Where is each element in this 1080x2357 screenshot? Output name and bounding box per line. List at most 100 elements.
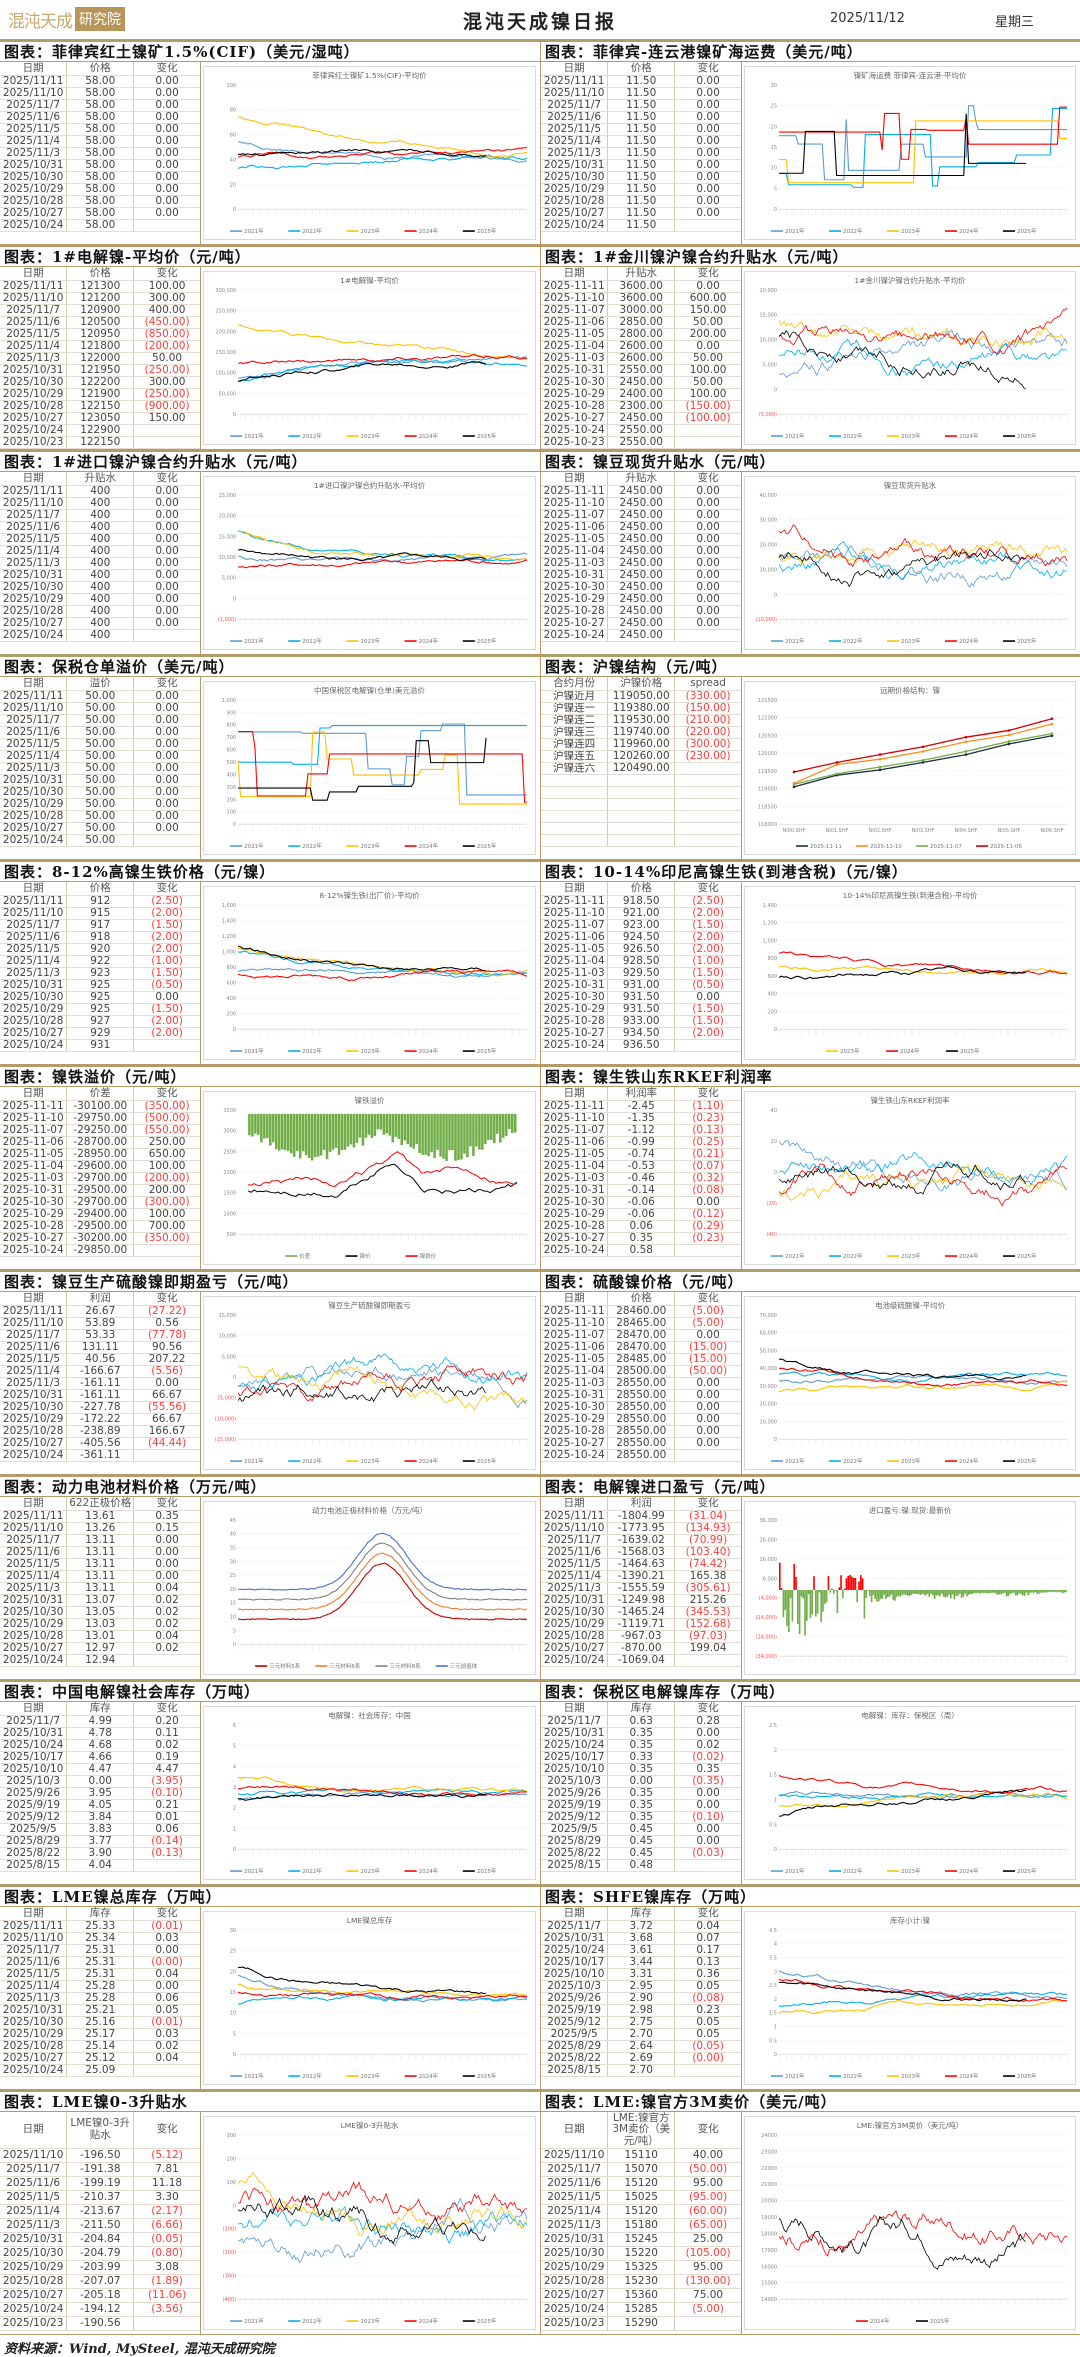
legend-label: 2021年 bbox=[244, 2317, 264, 2325]
legend-label: 2023年 bbox=[360, 1867, 380, 1875]
legend-label: 2024年 bbox=[419, 1047, 439, 1055]
date-cell: 2025-11-03 bbox=[541, 557, 609, 570]
y-tick-label: 1,000 bbox=[222, 950, 236, 956]
legend-label: 2025年 bbox=[1017, 432, 1037, 440]
profit-bar bbox=[971, 1589, 974, 1594]
change-cell: 200.00 bbox=[133, 1184, 200, 1197]
legend-label: 2025年 bbox=[477, 1457, 497, 1465]
profit-bar bbox=[1002, 1589, 1004, 1594]
table-row: 2025-11-07 3000.00 150.00 bbox=[541, 304, 741, 317]
change-cell: 0.00 bbox=[674, 111, 741, 124]
x-tick-label: NI01.SHF bbox=[826, 828, 849, 834]
premium-bar bbox=[406, 1113, 409, 1145]
date-cell: 2025-10-23 bbox=[541, 436, 609, 449]
date-cell bbox=[541, 834, 609, 847]
table-row: 2025/11/5 11.50 0.00 bbox=[541, 123, 741, 136]
change-cell: 600.00 bbox=[674, 292, 741, 305]
change-cell: (15.00) bbox=[674, 1353, 741, 1366]
data-table: 日期 价格 变化 2025/11/11 912 (2.50) 2025/11/10 915 (2… bbox=[0, 882, 201, 1064]
legend-label: 2024年 bbox=[419, 842, 439, 850]
value-cell: -205.18 bbox=[66, 2288, 135, 2303]
value-cell: 3600.00 bbox=[607, 292, 676, 305]
date-cell: 2025/8/22 bbox=[541, 1847, 609, 1860]
date-cell: 2025-11-03 bbox=[541, 1172, 609, 1185]
value-cell: 50.00 bbox=[66, 762, 135, 775]
value-cell: 58.00 bbox=[66, 171, 135, 184]
change-cell: (15.00) bbox=[674, 1341, 741, 1354]
change-cell: 75.00 bbox=[674, 2288, 741, 2303]
profit-bar bbox=[912, 1589, 914, 1594]
date-cell: 2025/11/6 bbox=[0, 111, 68, 124]
legend-label: 2025-11-11 bbox=[810, 844, 842, 850]
series-line-2025年 bbox=[237, 2194, 486, 2245]
change-cell: 0.00 bbox=[133, 1570, 200, 1583]
change-cell: 0.00 bbox=[133, 99, 200, 112]
y-tick-label: 10,000 bbox=[219, 555, 237, 561]
column-header: 变化 bbox=[133, 1087, 200, 1101]
value-cell: -1069.04 bbox=[607, 1654, 676, 1667]
column-header: 日期 bbox=[0, 882, 68, 896]
table-row: 2025/11/3 -161.11 0.00 bbox=[0, 1377, 200, 1390]
value-cell: 50.00 bbox=[66, 822, 135, 835]
profit-bar bbox=[1000, 1589, 1003, 1595]
profit-bar bbox=[838, 1587, 841, 1590]
date-cell: 2025-10-24 bbox=[541, 1244, 609, 1257]
profit-bar bbox=[969, 1589, 972, 1595]
chart-right-6: 镍生铁山东RKEF利润率 (40) (20) 0 20 40 2021年 2022年 2023年… bbox=[744, 1091, 1076, 1265]
value-cell: 400 bbox=[66, 533, 135, 546]
value-cell: -1773.95 bbox=[607, 1522, 676, 1535]
series-line-2023年 bbox=[778, 539, 1068, 564]
premium-bar bbox=[328, 1113, 332, 1152]
table-row: 2025/11/4 15120 (60.00) bbox=[541, 2204, 741, 2219]
series-line-2025年 bbox=[779, 113, 1027, 177]
profit-bar bbox=[1027, 1589, 1030, 1596]
change-cell: (0.02) bbox=[674, 1751, 741, 1764]
date-cell: 2025/11/11 bbox=[0, 895, 68, 908]
value-cell: 11.50 bbox=[607, 135, 676, 148]
premium-bar bbox=[340, 1113, 344, 1151]
legend-label: 2022年 bbox=[843, 1252, 863, 1260]
date-cell: 2025/10/31 bbox=[541, 1727, 609, 1740]
table-row: 2025-11-03 2450.00 0.00 bbox=[541, 557, 741, 570]
y-tick-label: (34,000) bbox=[756, 1654, 777, 1660]
profit-bar bbox=[798, 1589, 801, 1635]
change-cell: 0.05 bbox=[133, 2004, 200, 2017]
y-tick-label: 1.5 bbox=[769, 2011, 777, 2017]
change-cell: 0.00 bbox=[133, 762, 200, 775]
panel-title: 图表：镍豆生产硫酸镍即期盈亏（元/吨） bbox=[0, 1270, 540, 1292]
data-table: 日期 LME镍0-3升贴水 变化 2025/11/10 -196.50 (5.12) 202… bbox=[0, 2112, 201, 2334]
change-cell: 215.26 bbox=[674, 1594, 741, 1607]
change-cell: 4.47 bbox=[133, 1763, 200, 1776]
legend-label: 2023年 bbox=[840, 1047, 860, 1055]
value-cell: -204.79 bbox=[66, 2246, 135, 2261]
y-tick-label: (1,000) bbox=[218, 617, 236, 623]
series-line-2021年 bbox=[778, 1790, 1068, 1800]
date-cell: 2025/9/26 bbox=[541, 1787, 609, 1800]
premium-bar bbox=[266, 1113, 269, 1139]
data-table: 日期 库存 变化 2025/11/7 0.63 0.28 2025/10/31 0.35 0.0… bbox=[541, 1702, 742, 1884]
report-header: 混沌天成 研究院 混沌天成镍日报 2025/11/12 星期三 bbox=[0, 0, 1080, 40]
series-line-三元材料5系 bbox=[237, 1562, 528, 1621]
value-cell: 918 bbox=[66, 931, 135, 944]
column-header: 日期 bbox=[0, 1292, 68, 1306]
premium-bar bbox=[418, 1113, 421, 1154]
panel-left-5: 图表：8-12%高镍生铁价格（元/镍） 日期 价格 变化 2025/11/11 912 (2… bbox=[0, 860, 540, 1065]
profit-bar bbox=[849, 1574, 851, 1590]
data-point bbox=[1050, 717, 1054, 721]
value-cell: 400 bbox=[66, 569, 135, 582]
table-row: 2025/11/3 11.50 0.00 bbox=[541, 147, 741, 160]
table-row: 2025/9/12 2.75 0.05 bbox=[541, 2016, 741, 2029]
table-row: 2025/11/4 121800 (200.00) bbox=[0, 340, 200, 353]
date-cell: 2025/11/3 bbox=[0, 147, 68, 160]
y-tick-label: 1,400 bbox=[222, 918, 236, 924]
panel-title: 图表：保税仓单溢价（美元/吨） bbox=[0, 655, 540, 677]
table-row: 2025-10-27 0.35 (0.23) bbox=[541, 1232, 741, 1245]
change-cell bbox=[674, 436, 741, 449]
table-row: 2025/10/28 11.50 0.00 bbox=[541, 195, 741, 208]
table-row: 2025/10/28 -238.89 166.67 bbox=[0, 1425, 200, 1438]
value-cell: 0.35 bbox=[607, 1763, 676, 1776]
date-cell: 2025/10/28 bbox=[0, 195, 68, 208]
x-tick-label: NI02.SHF bbox=[869, 828, 892, 834]
date-cell: 2025/11/4 bbox=[541, 135, 609, 148]
change-cell: (0.07) bbox=[674, 1160, 741, 1173]
